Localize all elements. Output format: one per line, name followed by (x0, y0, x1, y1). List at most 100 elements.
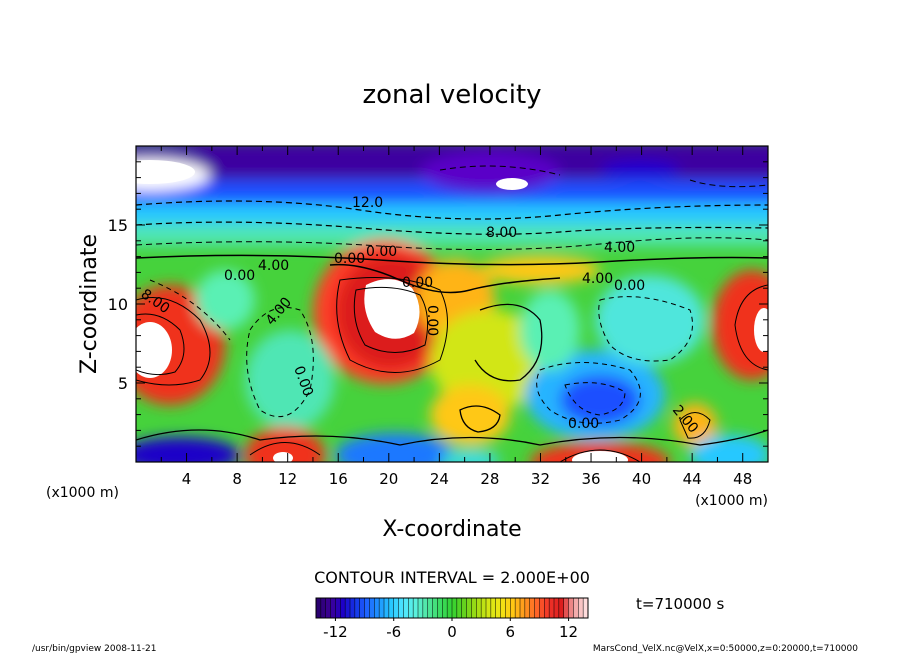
colorbar-cell (393, 598, 399, 618)
colorbar-tick-label: 12 (559, 623, 578, 641)
colorbar-cell (418, 598, 424, 618)
colorbar-cell (452, 598, 458, 618)
y-tick-label: 10 (108, 295, 128, 314)
colorbar-cell (573, 598, 579, 618)
colorbar-cell (578, 598, 584, 618)
x-axis-label: X-coordinate (382, 517, 521, 542)
colorbar-cell (490, 598, 497, 618)
x-tick-label: 44 (683, 470, 702, 488)
colorbar-cell (549, 598, 555, 618)
colorbar-cell (558, 598, 565, 618)
contour-interval-text: CONTOUR INTERVAL = 2.000E+00 (314, 568, 590, 587)
svg-text:8.00: 8.00 (486, 225, 517, 241)
colorbar-cell (466, 598, 472, 618)
colorbar-cell (515, 598, 521, 618)
colorbar-cell (364, 598, 370, 618)
colorbar-cell (330, 598, 336, 618)
x-axis-ticks: 4 8 12 16 20 24 28 32 36 40 44 48 (160, 146, 752, 488)
colorbar-cell (379, 598, 385, 618)
colorbar-cell (427, 598, 433, 618)
y-tick-label: 5 (118, 374, 128, 393)
colorbar-cell (369, 598, 375, 618)
colorbar-cell (520, 598, 526, 618)
colorbar-cell (554, 598, 560, 618)
contour-lines (136, 165, 768, 462)
footer-left: /usr/bin/gpview 2008-11-21 (32, 644, 156, 654)
colorbar (315, 597, 589, 619)
x-tick-label: 20 (379, 470, 398, 488)
colorbar-cell (320, 598, 327, 618)
colorbar-cell (359, 598, 365, 618)
svg-text:4.00: 4.00 (582, 271, 613, 287)
colorbar-cell (447, 598, 453, 618)
colorbar-ticks: -12 -6 0 6 12 (323, 618, 578, 641)
time-label: t=710000 s (636, 595, 724, 613)
colorbar-cell (486, 598, 492, 618)
x-tick-label: 40 (632, 470, 651, 488)
colorbar-cell (437, 598, 443, 618)
colorbar-cell (413, 598, 419, 618)
svg-text:4.00: 4.00 (258, 258, 289, 274)
colorbar-tick-label: 6 (506, 623, 516, 641)
colorbar-cell (471, 598, 477, 618)
svg-text:0.00: 0.00 (568, 416, 599, 432)
colorbar-cell (495, 598, 501, 618)
colorbar-cell (442, 598, 448, 618)
svg-text:0.00: 0.00 (402, 275, 433, 291)
colorbar-cell (544, 598, 550, 618)
svg-text:4.00: 4.00 (604, 240, 635, 256)
x-axis-unit: (x1000 m) (695, 493, 768, 509)
colorbar-cell (461, 598, 467, 618)
x-tick-label: 12 (278, 470, 297, 488)
svg-text:0.00: 0.00 (366, 244, 397, 260)
colorbar-cell (398, 598, 404, 618)
colorbar-cell (403, 598, 409, 618)
svg-text:0.00: 0.00 (614, 278, 645, 294)
colorbar-cell (510, 598, 516, 618)
colorbar-cell (529, 598, 535, 618)
colorbar-cell (354, 598, 361, 618)
colorbar-cell (350, 598, 356, 618)
chart-title: zonal velocity (362, 80, 541, 110)
svg-text:0.00: 0.00 (334, 251, 365, 267)
colorbar-cell (432, 598, 438, 618)
colorbar-cell (476, 598, 482, 618)
colorbar-tick-label: -12 (323, 623, 348, 641)
x-tick-label: 16 (329, 470, 348, 488)
footer-right: MarsCond_VelX.nc@VelX,x=0:50000,z=0:2000… (593, 644, 858, 654)
colorbar-cell (568, 598, 574, 618)
x-tick-label: 8 (232, 470, 242, 488)
colorbar-cell (539, 598, 545, 618)
x-tick-label: 24 (430, 470, 449, 488)
colorbar-cell (316, 598, 322, 618)
colorbar-cell (505, 598, 511, 618)
colorbar-cell (500, 598, 506, 618)
colorbar-cell (481, 598, 487, 618)
x-tick-label: 32 (531, 470, 550, 488)
colorbar-cell (374, 598, 380, 618)
colorbar-tick-label: 0 (447, 623, 457, 641)
colorbar-cell (384, 598, 390, 618)
svg-text:12.0: 12.0 (352, 195, 383, 211)
colorbar-cell (524, 598, 531, 618)
x-tick-label: 36 (581, 470, 600, 488)
colorbar-cell (422, 598, 429, 618)
y-axis-ticks: 5 10 15 (108, 161, 768, 447)
y-tick-label: 15 (108, 216, 128, 235)
y-axis-unit: (x1000 m) (46, 485, 119, 501)
colorbar-cell (388, 598, 395, 618)
svg-text:0.00: 0.00 (224, 268, 255, 284)
svg-text:0.00: 0.00 (424, 305, 440, 336)
x-tick-label: 28 (480, 470, 499, 488)
colorbar-cell (534, 598, 540, 618)
y-axis-label: Z-coordinate (77, 234, 102, 374)
x-tick-label: 4 (182, 470, 192, 488)
colorbar-cell (340, 598, 346, 618)
colorbar-cell (583, 598, 589, 618)
colorbar-cell (456, 598, 463, 618)
colorbar-tick-label: -6 (386, 623, 401, 641)
colorbar-cell (563, 598, 569, 618)
x-tick-label: 48 (733, 470, 752, 488)
colorbar-cell (335, 598, 341, 618)
